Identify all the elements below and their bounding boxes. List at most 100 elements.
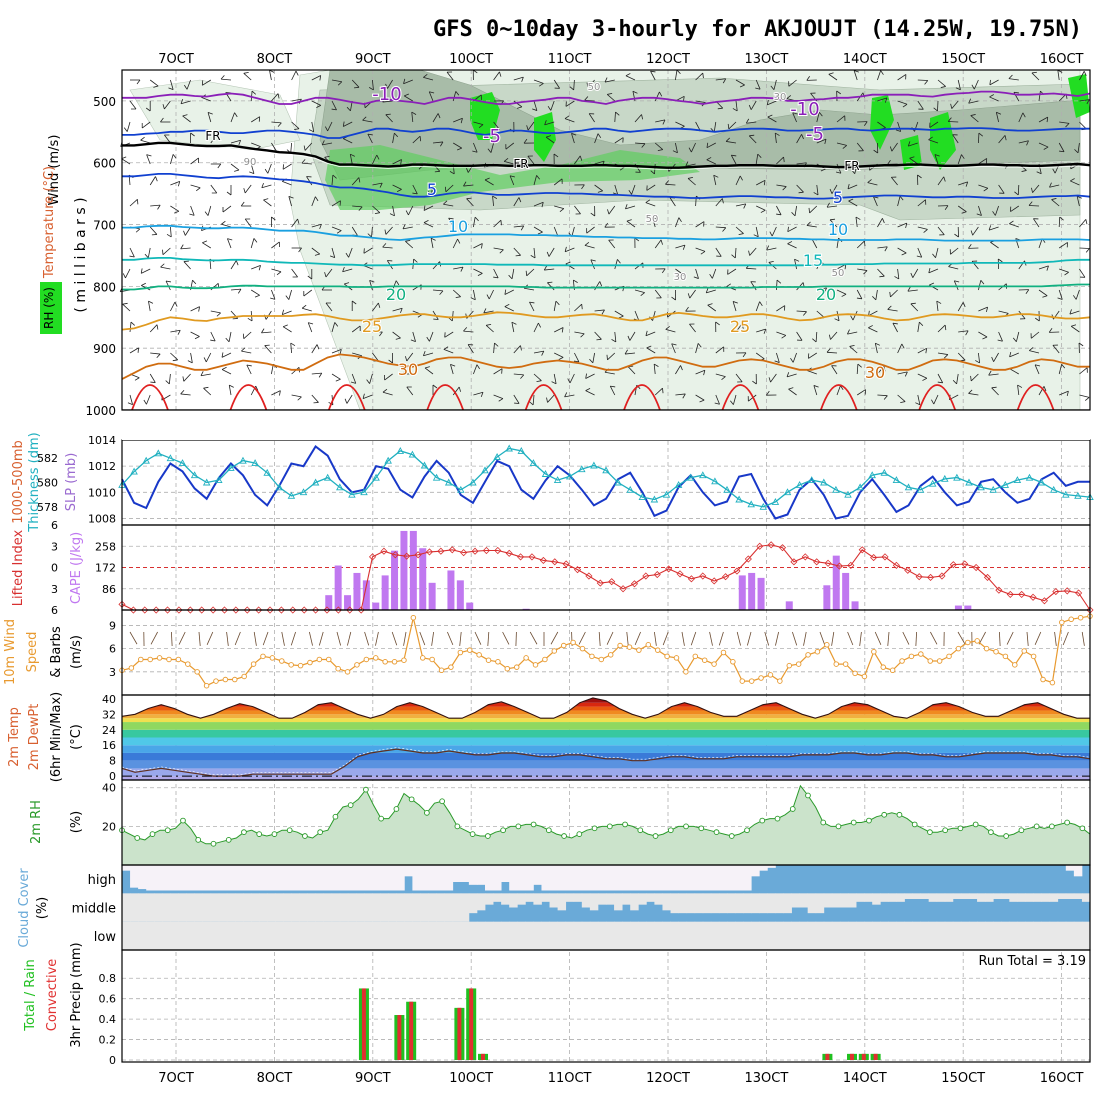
wind-speed-point (157, 656, 162, 661)
cape-ytick-172: 172 (95, 562, 116, 575)
rh-point (440, 799, 445, 804)
wind-speed-point (364, 657, 369, 662)
rh-point (394, 807, 399, 812)
precip-bar-convective (397, 1015, 401, 1060)
wind-speed-point (420, 656, 425, 661)
cloud-clear-low (404, 922, 412, 950)
wind-speed-point (561, 643, 566, 648)
cloud-clear-low (429, 922, 437, 950)
slp-ytick-1010: 1010 (88, 486, 116, 499)
precip-ytick-0.2: 0.2 (99, 1034, 117, 1047)
cloud-clear-high (469, 865, 477, 885)
panel-gap (122, 410, 1090, 440)
cloud-clear-low (332, 922, 340, 950)
cloud-clear-high (590, 865, 598, 891)
cloud-ylabel-2: (%) (35, 897, 50, 920)
cloud-clear-high (259, 865, 267, 891)
cloud-clear-middle (525, 893, 533, 902)
cloud-clear-low (146, 922, 154, 950)
temp-ylabel-2: 2m DewPt (27, 704, 42, 771)
cloud-clear-low (550, 922, 558, 950)
cloud-clear-high (727, 865, 735, 891)
cloud-clear-low (195, 922, 203, 950)
rh-point (790, 807, 795, 812)
rh-point (135, 836, 140, 841)
cloud-clear-low (1074, 922, 1082, 950)
wind-ylabel-1: 10m Wind (3, 619, 18, 685)
wind-speed-point (223, 677, 228, 682)
cloud-clear-high (598, 865, 606, 891)
rh-point (409, 797, 414, 802)
stability-ylabel-left: Lifted Index (11, 529, 26, 606)
cloud-clear-middle (1058, 893, 1066, 899)
contour-label-t5-7: 5 (427, 180, 437, 199)
cloud-clear-low (461, 922, 469, 950)
rh-point (760, 818, 765, 823)
wind-speed-point (900, 659, 905, 664)
wind-speed-point (759, 676, 764, 681)
cloud-clear-low (1001, 922, 1009, 950)
cloud-clear-middle (501, 893, 509, 904)
rh-point (226, 837, 231, 842)
cape-bar (758, 578, 765, 610)
cloud-clear-middle (340, 893, 348, 921)
wind-speed-point (1050, 680, 1055, 685)
cloud-clear-middle (921, 893, 929, 899)
rh-point (973, 822, 978, 827)
cloud-clear-low (525, 922, 533, 950)
cloud-clear-low (945, 922, 953, 950)
cloud-clear-high (517, 865, 525, 891)
cloud-clear-low (259, 922, 267, 950)
rh-point (531, 822, 536, 827)
cloud-clear-low (453, 922, 461, 950)
cloud-clear-high (170, 865, 178, 891)
cloud-clear-middle (792, 893, 800, 907)
cloud-clear-low (582, 922, 590, 950)
cloud-clear-low (638, 922, 646, 950)
cloud-clear-low (695, 922, 703, 950)
contour-label-rh30-19: 30 (774, 92, 787, 103)
cloud-level-low: low (94, 930, 117, 945)
temp-ylabel-3: (6hr Min/Max) (49, 692, 64, 782)
cloud-clear-low (598, 922, 606, 950)
wind-speed-point (749, 679, 754, 684)
wind-speed-point (148, 657, 153, 662)
wind-ylabel-2: Speed (25, 632, 40, 673)
rh-point (668, 828, 673, 833)
cloud-clear-middle (122, 893, 130, 921)
precip-bar-convective (874, 1054, 878, 1060)
cloud-clear-middle (283, 893, 291, 921)
cloud-clear-low (251, 922, 259, 950)
cloud-clear-low (767, 922, 775, 950)
cape-bar (353, 573, 360, 610)
contour-label-t30-17: 30 (865, 363, 885, 382)
cloud-clear-middle (477, 893, 485, 910)
wind-speed-point (994, 649, 999, 654)
cloud-clear-middle (711, 893, 719, 913)
wind-speed-point (627, 645, 632, 650)
contour-label-fr-6: FR (844, 159, 859, 173)
wind-speed-point (552, 649, 557, 654)
wind-barb (978, 133, 979, 143)
rh-point (836, 824, 841, 829)
wind-speed-point (665, 654, 670, 659)
cloud-clear-middle (598, 893, 606, 904)
cloud-clear-middle (751, 893, 759, 913)
cloud-clear-middle (614, 893, 622, 910)
cloud-clear-high (695, 865, 703, 891)
cloud-clear-middle (420, 893, 428, 921)
cloud-clear-low (396, 922, 404, 950)
wind-speed-point (232, 677, 237, 682)
temp-ytick-40: 40 (102, 693, 116, 706)
cloud-clear-middle (969, 893, 977, 899)
cloud-clear-low (687, 922, 695, 950)
rh-point (714, 830, 719, 835)
wind-speed-point (1013, 663, 1018, 668)
rh-point (562, 834, 567, 839)
wind-speed-point (787, 663, 792, 668)
cloud-clear-middle (533, 893, 541, 904)
rh-point (897, 812, 902, 817)
contour-label-cold-0: -10 (372, 84, 401, 105)
cloud-clear-low (953, 922, 961, 950)
cape-bar (457, 580, 464, 610)
